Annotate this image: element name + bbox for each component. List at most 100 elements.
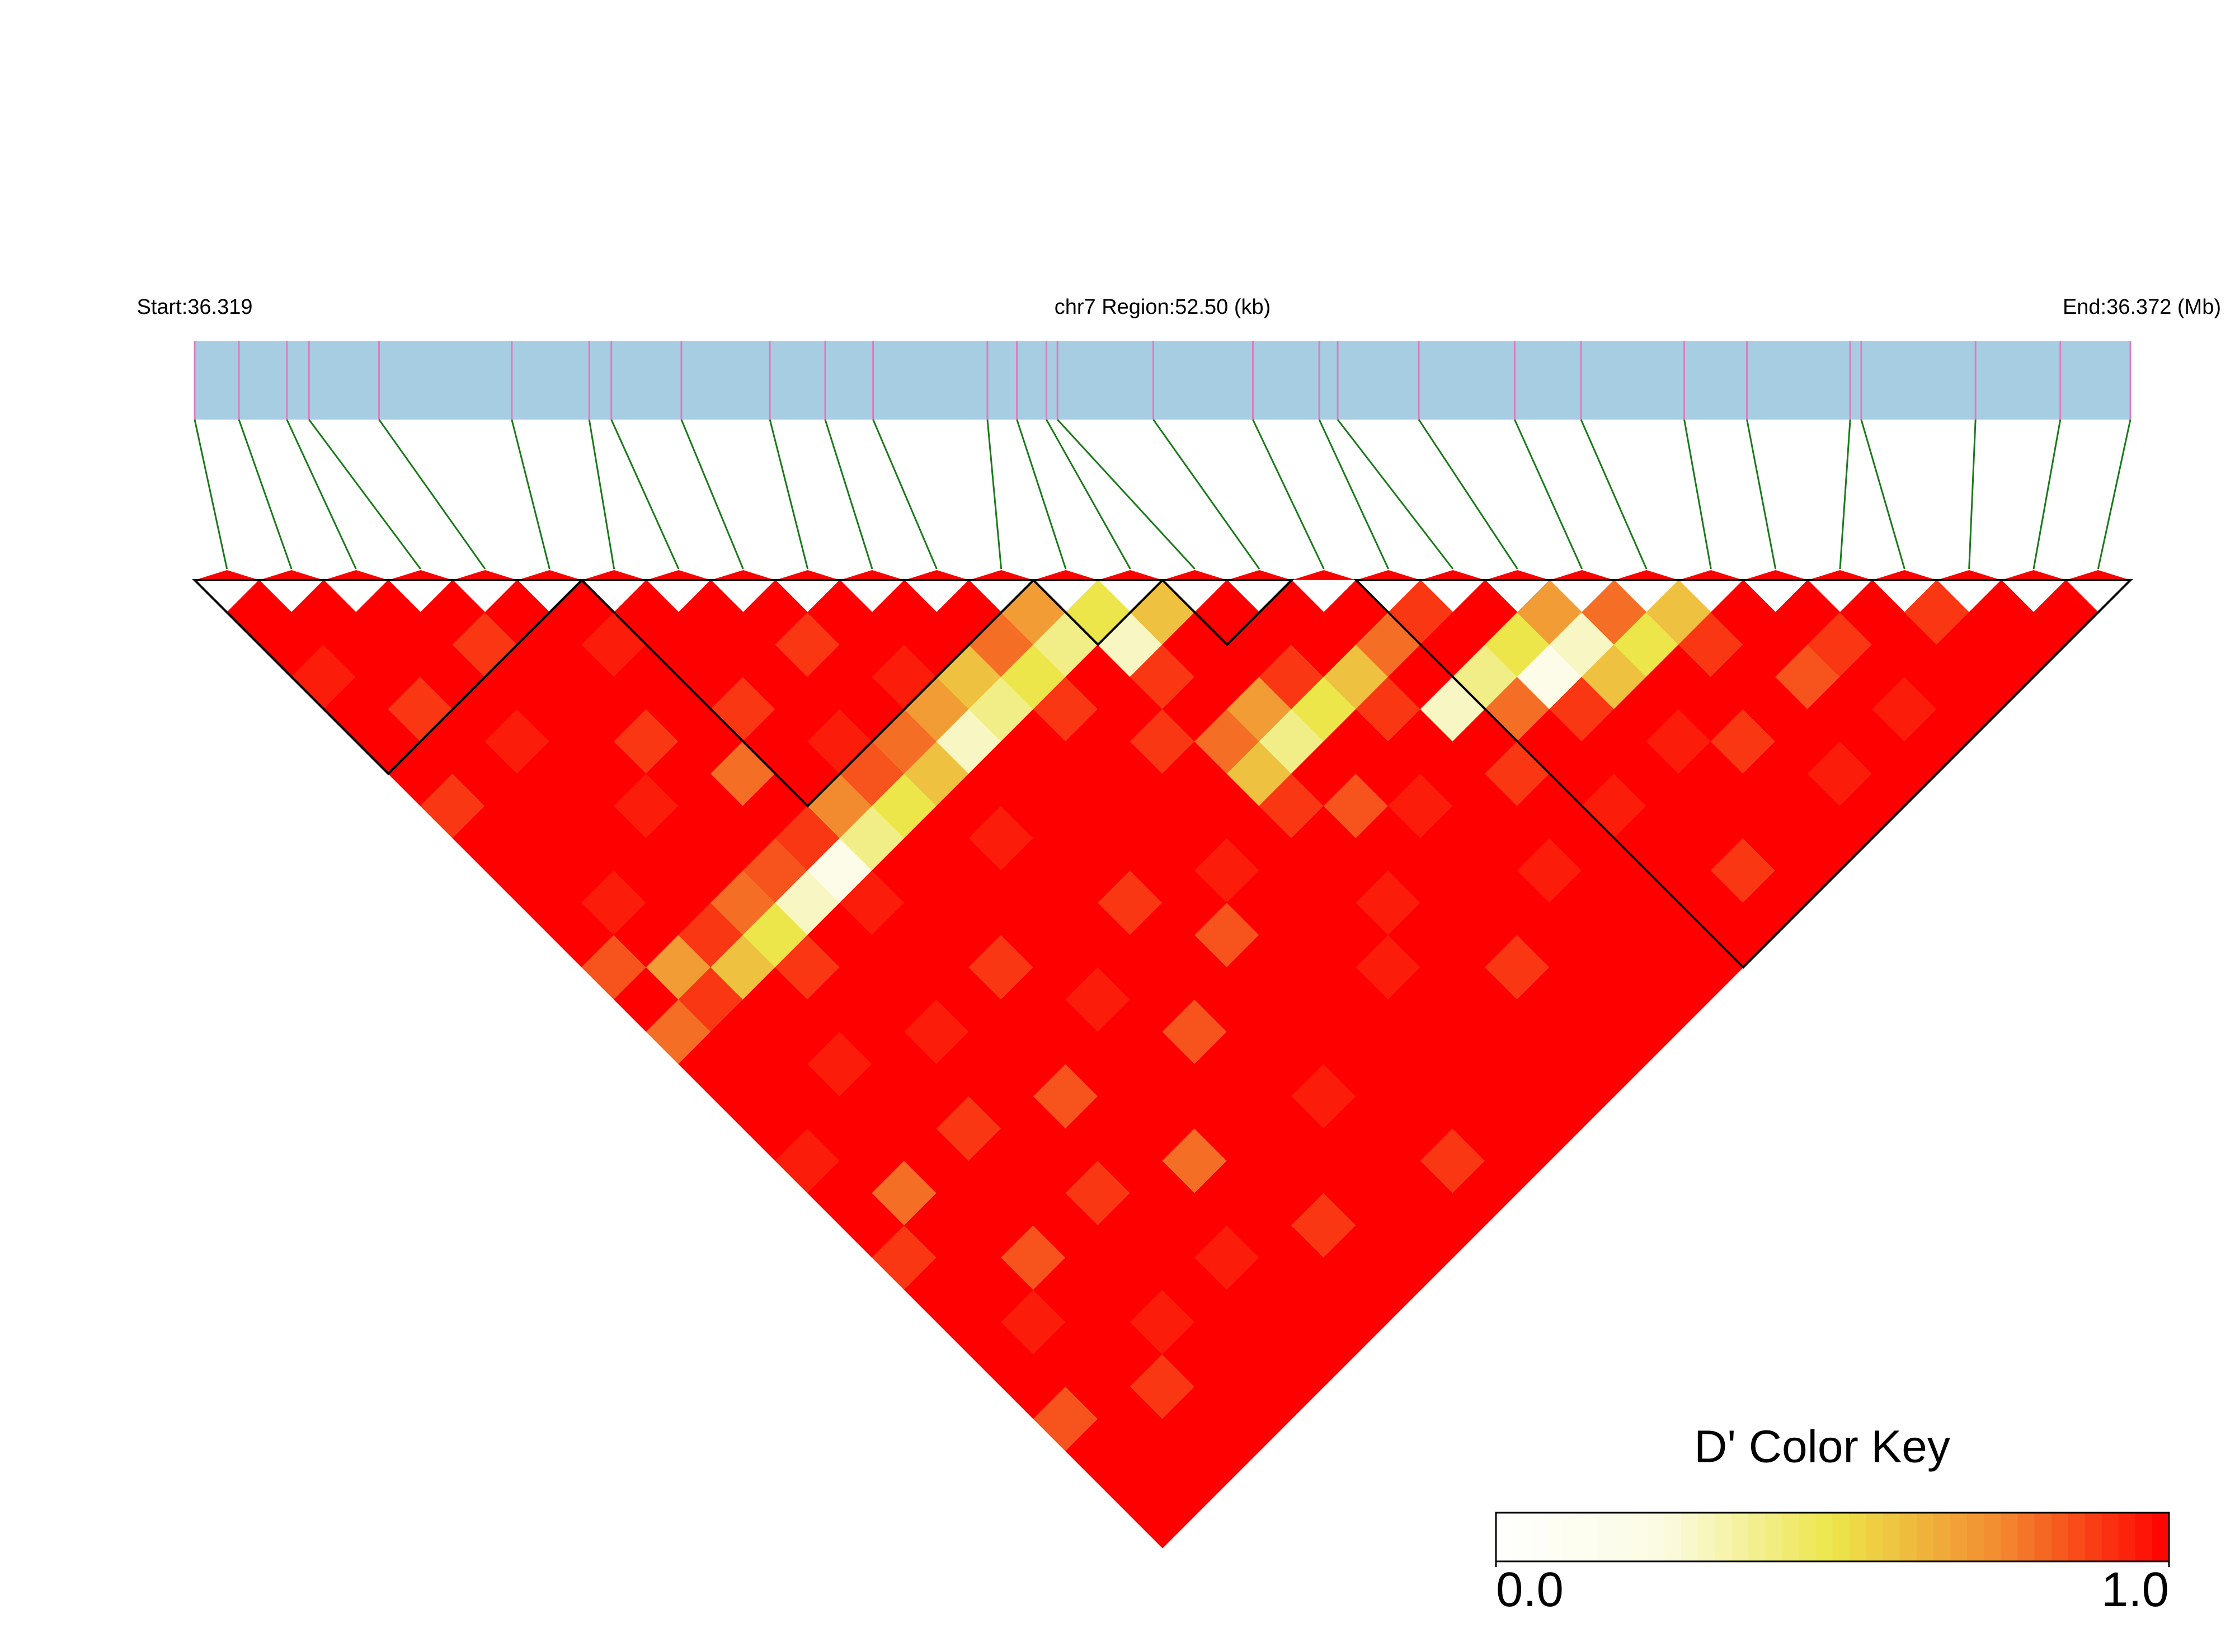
color-key-step (1765, 1513, 1783, 1561)
snp-link (1839, 419, 1851, 570)
color-key-step (1933, 1513, 1951, 1561)
color-key-step (1697, 1513, 1715, 1561)
color-key-step (1866, 1513, 1884, 1561)
color-key-step (1899, 1513, 1917, 1561)
snp-link (1252, 419, 1325, 570)
color-key-step (1530, 1513, 1547, 1561)
snp-tooth (1550, 570, 1615, 580)
color-key-step (2068, 1513, 2086, 1561)
snp-link (194, 419, 228, 570)
snp-tooth (1743, 570, 1808, 580)
snp-tooth (259, 570, 324, 580)
color-key-step (1681, 1513, 1698, 1561)
color-key-step (2001, 1513, 2018, 1561)
color-key-tick-label: 0.0 (1496, 1562, 1564, 1617)
snp-link (511, 419, 550, 570)
snp-link (2032, 419, 2062, 570)
snp-tooth (1163, 570, 1227, 580)
snp-link (1746, 419, 1777, 570)
ld-block (192, 579, 585, 775)
snp-tooth (517, 570, 582, 580)
color-key-step (1748, 1513, 1766, 1561)
snp-link (824, 419, 873, 570)
snp-link (872, 419, 938, 570)
ld-block (579, 579, 1037, 808)
color-key-step (1664, 1513, 1682, 1561)
color-key-step (1916, 1513, 1934, 1561)
color-key-step (1731, 1513, 1749, 1561)
snp-tooth (388, 570, 453, 580)
snp-link (1683, 419, 1712, 570)
color-key-step (1883, 1513, 1900, 1561)
snp-link (588, 419, 615, 570)
color-key-step (2051, 1513, 2069, 1561)
snp-tooth (582, 570, 647, 580)
ld-block (1353, 579, 2133, 969)
snp-tooth (453, 570, 517, 580)
color-key-step (2034, 1513, 2052, 1561)
color-key-tick-label: 1.0 (2101, 1562, 2169, 1617)
snp-link (1968, 419, 1977, 570)
snp-tooth (1033, 570, 1098, 580)
color-key-step (1815, 1513, 1833, 1561)
snp-tooth (1872, 570, 1937, 580)
color-key-step (1496, 1513, 1513, 1561)
snp-tooth (711, 570, 775, 580)
color-key-title: D' Color Key (1694, 1422, 1950, 1472)
snp-link (1580, 419, 1648, 570)
color-key-step (1563, 1513, 1581, 1561)
region-label: chr7 Region:52.50 (kb) (1055, 295, 1271, 319)
snp-link (1418, 419, 1518, 570)
color-key-step (1580, 1513, 1598, 1561)
color-key-step (1630, 1513, 1648, 1561)
color-key-step (2118, 1513, 2136, 1561)
snp-tooth (969, 570, 1034, 580)
snp-link (1046, 419, 1131, 570)
snp-link (1337, 419, 1454, 570)
snp-tooth (1937, 570, 2002, 580)
snp-tooth (1808, 570, 1872, 580)
color-key-step (1597, 1513, 1615, 1561)
snp-tooth (1485, 570, 1550, 580)
snp-link (1016, 419, 1067, 570)
snp-tooth (904, 570, 969, 580)
color-key-step (1984, 1513, 2002, 1561)
snp-tooth (1420, 570, 1485, 580)
color-key-step (1799, 1513, 1817, 1561)
snp-link (378, 419, 486, 570)
color-key-step (1647, 1513, 1665, 1561)
end-label: End:36.372 (Mb) (2063, 295, 2221, 319)
snp-link (986, 419, 1003, 570)
snp-link (1514, 419, 1583, 570)
snp-tooth (323, 570, 388, 580)
snp-link (769, 419, 809, 570)
snp-tooth (1291, 570, 1356, 580)
snp-tooth (840, 570, 905, 580)
snp-tooth (775, 570, 840, 580)
color-key-step (2135, 1513, 2153, 1561)
snp-tooth (1356, 570, 1421, 580)
snp-tooth (195, 570, 260, 580)
snp-tooth (2001, 570, 2066, 580)
color-key-step (1967, 1513, 1984, 1561)
color-key-step (1546, 1513, 1564, 1561)
snp-link (610, 419, 680, 570)
snp-link (238, 419, 293, 570)
snp-link (680, 419, 744, 570)
color-key-step (2101, 1513, 2119, 1561)
color-key-step (2152, 1513, 2170, 1561)
snp-tooth (1614, 570, 1679, 580)
snp-link (286, 419, 357, 570)
color-key-step (1513, 1513, 1530, 1561)
ld-block (1031, 579, 1165, 647)
color-key-step (1613, 1513, 1631, 1561)
snp-link (1860, 419, 1905, 570)
color-key-step (1950, 1513, 1968, 1561)
color-key-step (1832, 1513, 1850, 1561)
snp-tooth (1678, 570, 1743, 580)
snp-link (1057, 418, 1196, 570)
color-key-step (2085, 1513, 2102, 1561)
color-key-frame (1495, 1512, 2170, 1562)
